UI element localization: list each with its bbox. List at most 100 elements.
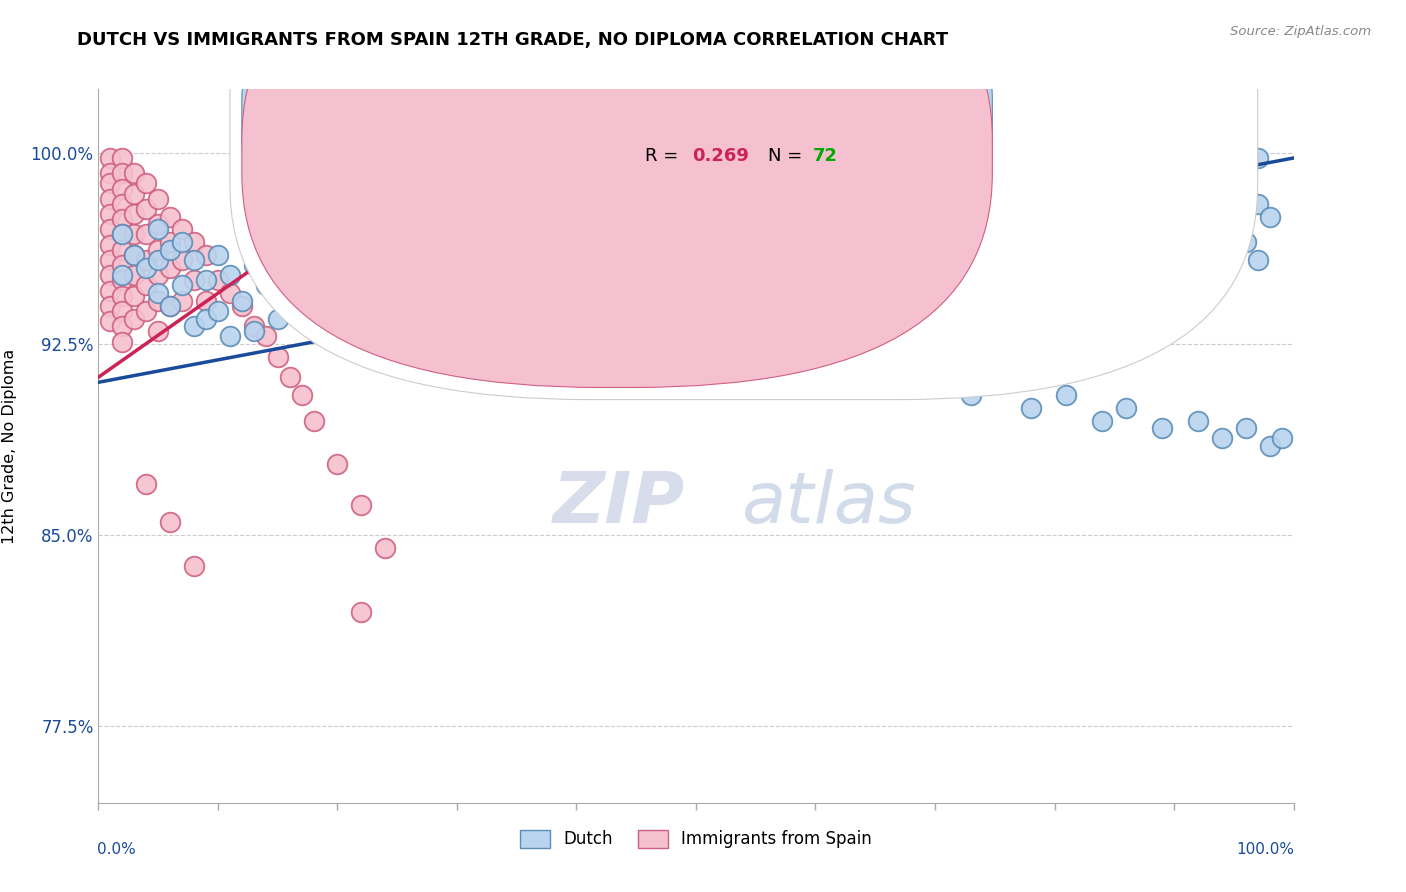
Point bbox=[960, 388, 983, 402]
Point bbox=[159, 210, 181, 224]
Point bbox=[865, 362, 887, 376]
Point bbox=[661, 355, 683, 369]
Text: 0.269: 0.269 bbox=[692, 147, 749, 165]
Point bbox=[780, 350, 803, 364]
Point bbox=[219, 268, 242, 283]
Text: ZIP: ZIP bbox=[553, 468, 685, 538]
Point bbox=[111, 151, 134, 165]
Point bbox=[267, 311, 290, 326]
Point bbox=[554, 299, 576, 313]
Point bbox=[124, 207, 146, 221]
Point bbox=[374, 268, 396, 283]
Point bbox=[1247, 151, 1270, 165]
Point bbox=[98, 151, 122, 165]
Point bbox=[183, 319, 205, 334]
Point bbox=[111, 334, 134, 349]
Text: 72: 72 bbox=[813, 147, 838, 165]
Text: Source: ZipAtlas.com: Source: ZipAtlas.com bbox=[1230, 25, 1371, 38]
Text: R =: R = bbox=[644, 110, 683, 128]
Point bbox=[385, 278, 409, 293]
Point bbox=[124, 186, 146, 201]
Point bbox=[434, 293, 457, 308]
Point bbox=[148, 222, 170, 236]
Point bbox=[1247, 197, 1270, 211]
Text: DUTCH VS IMMIGRANTS FROM SPAIN 12TH GRADE, NO DIPLOMA CORRELATION CHART: DUTCH VS IMMIGRANTS FROM SPAIN 12TH GRAD… bbox=[77, 31, 949, 49]
Point bbox=[135, 252, 157, 267]
Point bbox=[541, 260, 564, 275]
Point bbox=[780, 260, 803, 275]
Text: 0.477: 0.477 bbox=[692, 110, 749, 128]
Point bbox=[148, 286, 170, 301]
Point bbox=[183, 235, 205, 249]
Point bbox=[135, 477, 157, 491]
Point bbox=[326, 457, 349, 471]
Point bbox=[219, 286, 242, 301]
Text: N =: N = bbox=[768, 110, 807, 128]
Point bbox=[350, 248, 373, 262]
Point bbox=[124, 288, 146, 302]
Point bbox=[135, 260, 157, 275]
Point bbox=[183, 273, 205, 287]
Point bbox=[1056, 388, 1078, 402]
Point bbox=[1223, 202, 1246, 216]
Point bbox=[398, 248, 420, 262]
Point bbox=[172, 252, 194, 267]
Point bbox=[207, 304, 229, 318]
Point bbox=[673, 304, 696, 318]
Point bbox=[315, 286, 337, 301]
Point bbox=[172, 235, 194, 249]
Point bbox=[243, 258, 266, 272]
Point bbox=[984, 235, 1007, 249]
Point bbox=[231, 299, 253, 313]
Point bbox=[98, 314, 122, 328]
Point bbox=[243, 319, 266, 334]
Point bbox=[1163, 222, 1185, 236]
Point bbox=[267, 350, 290, 364]
Point bbox=[124, 268, 146, 283]
Point bbox=[589, 299, 612, 313]
Point bbox=[685, 248, 707, 262]
Point bbox=[374, 541, 396, 555]
Point bbox=[207, 273, 229, 287]
Point bbox=[98, 299, 122, 313]
Point bbox=[841, 304, 863, 318]
Point bbox=[148, 217, 170, 231]
Point bbox=[254, 329, 277, 343]
Point bbox=[1258, 210, 1281, 224]
Point bbox=[111, 319, 134, 334]
Point bbox=[243, 324, 266, 338]
Point bbox=[745, 362, 768, 376]
Text: R =: R = bbox=[644, 147, 683, 165]
Point bbox=[960, 304, 983, 318]
Point bbox=[159, 235, 181, 249]
Point bbox=[578, 278, 600, 293]
Point bbox=[111, 243, 134, 257]
Point bbox=[1187, 413, 1209, 427]
Point bbox=[613, 324, 636, 338]
Point bbox=[1234, 421, 1257, 435]
Point bbox=[565, 344, 588, 359]
Point bbox=[98, 237, 122, 252]
Point bbox=[111, 212, 134, 227]
Point bbox=[828, 268, 851, 283]
Point bbox=[411, 304, 433, 318]
Point bbox=[111, 288, 134, 302]
Point bbox=[602, 252, 624, 267]
Point bbox=[98, 192, 122, 206]
Point bbox=[98, 207, 122, 221]
Point bbox=[1104, 210, 1126, 224]
Point bbox=[481, 299, 505, 313]
Point bbox=[422, 268, 444, 283]
Point bbox=[326, 319, 349, 334]
Point bbox=[661, 286, 683, 301]
Point bbox=[1247, 252, 1270, 267]
Point bbox=[159, 243, 181, 257]
Point bbox=[1115, 401, 1137, 415]
Point bbox=[565, 268, 588, 283]
Point bbox=[98, 166, 122, 180]
Point bbox=[1091, 413, 1114, 427]
Text: 0.0%: 0.0% bbox=[97, 842, 136, 857]
Point bbox=[865, 235, 887, 249]
Point bbox=[876, 286, 898, 301]
Text: N =: N = bbox=[768, 147, 807, 165]
